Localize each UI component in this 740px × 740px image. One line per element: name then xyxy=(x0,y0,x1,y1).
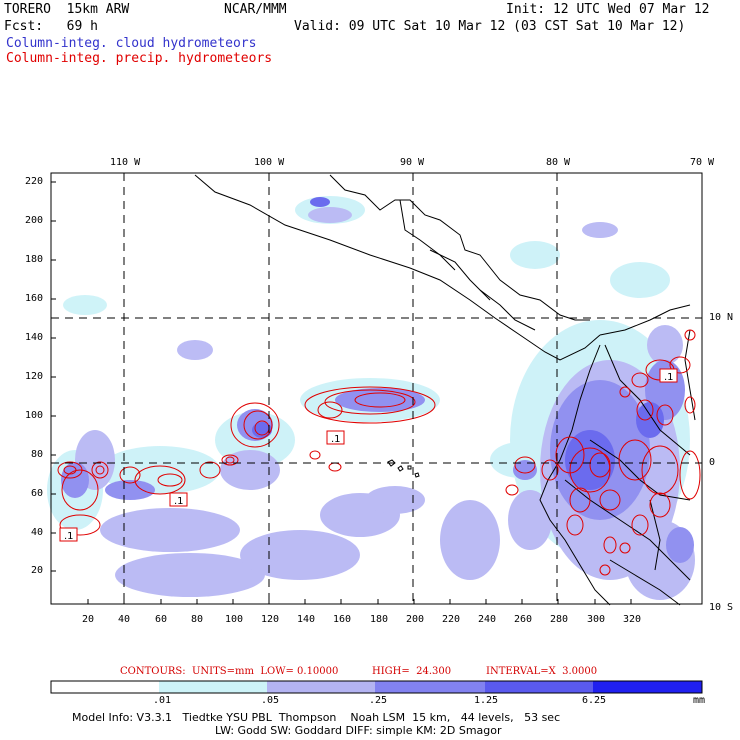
y-tick: 140 xyxy=(25,332,44,343)
colorbar xyxy=(50,680,703,694)
center-name: NCAR/MMM xyxy=(224,2,287,17)
lat-lon-grid xyxy=(51,173,702,604)
x-tick: 160 xyxy=(333,614,352,625)
lon-label-70w: 70 W xyxy=(690,157,715,168)
x-tick: 80 xyxy=(191,614,204,625)
physics-info: LW: Godd SW: Goddard DIFF: simple KM: 2D… xyxy=(215,724,502,737)
colorbar-bin xyxy=(159,681,267,693)
lat-label-10n: 10 N xyxy=(709,312,734,323)
contour-label: .1 xyxy=(331,434,341,445)
lat-label-0: 0 xyxy=(709,457,716,468)
x-tick: 320 xyxy=(623,614,642,625)
legend-precip: Column-integ. precip. hydrometeors xyxy=(6,51,273,66)
y-tick: 60 xyxy=(31,488,44,499)
colorbar-tick: 6.25 xyxy=(582,695,607,706)
y-tick: 200 xyxy=(25,215,44,226)
colorbar-bin xyxy=(375,681,485,693)
y-tick: 80 xyxy=(31,449,44,460)
forecast-hour: Fcst: 69 h xyxy=(4,19,98,34)
model-info: Model Info: V3.3.1 Tiedtke YSU PBL Thomp… xyxy=(72,711,561,724)
x-tick: 120 xyxy=(261,614,280,625)
x-tick: 200 xyxy=(406,614,425,625)
axis-ticks xyxy=(51,181,632,604)
colorbar-bin xyxy=(485,681,593,693)
x-tick: 20 xyxy=(82,614,95,625)
x-tick: 260 xyxy=(514,614,533,625)
map-frame xyxy=(50,172,703,605)
y-tick: 40 xyxy=(31,527,44,538)
lon-label-110w: 110 W xyxy=(110,157,141,168)
x-tick: 60 xyxy=(155,614,168,625)
contour-label-text: .1 .1 .1 .1 xyxy=(64,372,674,542)
colorbar-bin xyxy=(267,681,375,693)
y-tick: 160 xyxy=(25,293,44,304)
x-tick: 300 xyxy=(587,614,606,625)
x-tick: 140 xyxy=(297,614,316,625)
colorbar-tick: .05 xyxy=(261,695,280,706)
model-title: TORERO 15km ARW xyxy=(4,2,130,17)
contour-label: .1 xyxy=(174,496,184,507)
legend-cloud: Column-integ. cloud hydrometeors xyxy=(6,36,257,51)
lon-label-100w: 100 W xyxy=(254,157,285,168)
colorbar-tick: .01 xyxy=(153,695,172,706)
contour-label: .1 xyxy=(664,372,674,383)
x-tick: 100 xyxy=(225,614,244,625)
contour-label: .1 xyxy=(64,531,74,542)
x-tick: 240 xyxy=(478,614,497,625)
contours-units: CONTOURS: UNITS=mm LOW= 0.10000 xyxy=(120,666,339,677)
x-tick: 180 xyxy=(370,614,389,625)
lat-label-10s: 10 S xyxy=(709,602,734,613)
y-tick: 120 xyxy=(25,371,44,382)
x-tick: 280 xyxy=(550,614,569,625)
colorbar-bin xyxy=(593,681,702,693)
x-tick: 40 xyxy=(118,614,131,625)
contours-interval: INTERVAL=X 3.0000 xyxy=(486,666,598,677)
precip-contours xyxy=(57,329,701,576)
colorbar-unit: mm xyxy=(693,695,706,706)
colorbar-tick: 1.25 xyxy=(474,695,499,706)
y-tick: 220 xyxy=(25,176,44,187)
colorbar-tick: .25 xyxy=(369,695,388,706)
x-tick: 220 xyxy=(442,614,461,625)
valid-time: Valid: 09 UTC Sat 10 Mar 12 (03 CST Sat … xyxy=(294,19,686,34)
y-tick: 20 xyxy=(31,565,44,576)
init-time: Init: 12 UTC Wed 07 Mar 12 xyxy=(506,2,710,17)
contours-high: HIGH= 24.300 xyxy=(372,666,452,677)
lon-label-80w: 80 W xyxy=(546,157,571,168)
y-tick: 100 xyxy=(25,410,44,421)
lon-label-90w: 90 W xyxy=(400,157,425,168)
colorbar-bin xyxy=(51,681,159,693)
y-tick: 180 xyxy=(25,254,44,265)
contour-label-boxes xyxy=(59,368,678,542)
cloud-shading xyxy=(47,196,695,600)
